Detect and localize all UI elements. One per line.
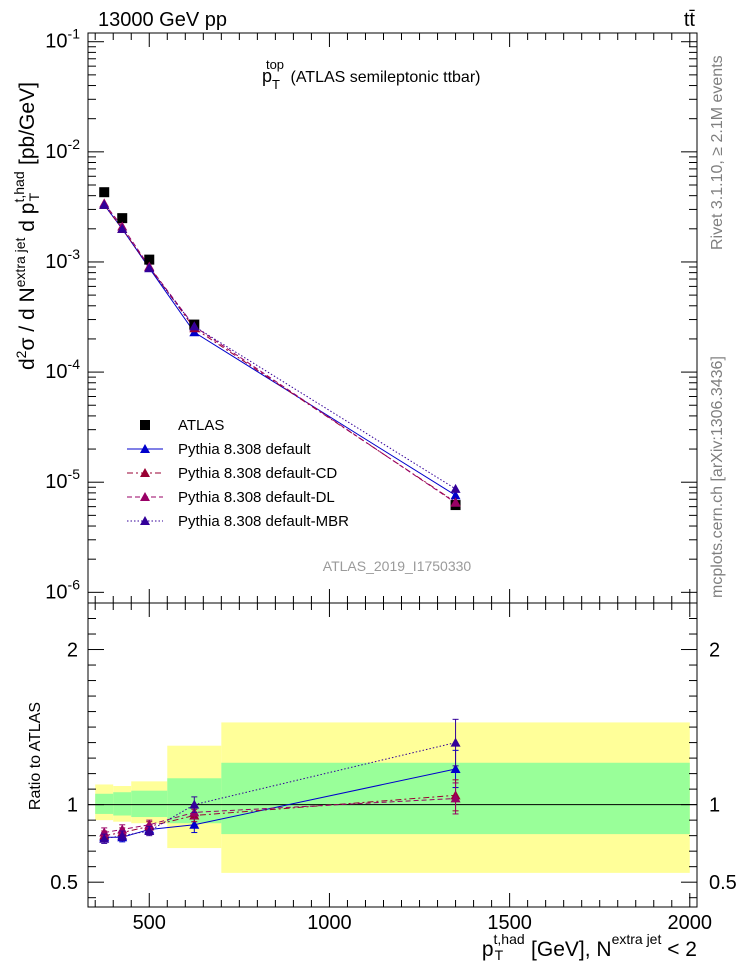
ratio-y-tick-label: 2 <box>67 640 78 662</box>
legend-marker <box>140 420 150 430</box>
data-point-atlas <box>144 254 155 265</box>
data-point-4 <box>99 199 110 209</box>
x-tick-label: 1500 <box>487 912 532 934</box>
data-point-1 <box>450 490 461 500</box>
data-point-atlas <box>117 213 128 224</box>
legend-marker <box>140 468 150 477</box>
ratio-point-3 <box>117 830 128 840</box>
legend-entry-4: Pythia 8.308 default-MBR <box>127 513 349 530</box>
inner-band-0 <box>95 793 114 814</box>
main-panel: pTtop (ATLAS semileptonic ttbar) d2σ / d… <box>11 26 697 603</box>
legend-label: ATLAS <box>178 417 224 434</box>
ratio-y-axis-title: Ratio to ATLAS <box>27 702 44 810</box>
y-tick-label: 10-4 <box>45 356 80 383</box>
ratio-point-3 <box>144 826 155 835</box>
energy-label: 13000 GeV pp <box>98 9 227 31</box>
ratio-point-2 <box>450 793 461 803</box>
legend-marker <box>140 516 150 525</box>
y-axis-title: d2σ / d Nextra jet d pt,hadT [pb/GeV] <box>11 82 42 370</box>
legend-marker <box>140 492 150 501</box>
inner-band-1 <box>113 792 132 816</box>
legend-entry-0: ATLAS <box>140 417 224 434</box>
x-axis-title: pt,had T [GeV], Nextra jet < 2 <box>482 931 697 963</box>
data-point-atlas <box>99 187 110 198</box>
y-tick-label: 10-5 <box>45 466 80 493</box>
main-title: pTtop (ATLAS semileptonic ttbar) <box>262 57 480 92</box>
data-point-4 <box>189 321 200 331</box>
legend-entry-3: Pythia 8.308 default-DL <box>127 489 335 506</box>
svg-text:d2σ / d Nextra jet d pt,hadT [: d2σ / d Nextra jet d pt,hadT [pb/GeV] <box>11 82 42 370</box>
y-tick-label: 10-2 <box>45 136 80 163</box>
ratio-line-2 <box>104 797 456 834</box>
legend-entry-1: Pythia 8.308 default <box>127 441 311 458</box>
series-line-3 <box>103 203 456 504</box>
ratio-panel: Ratio to ATLAS pt,had T [GeV], Nextra jet… <box>27 618 737 963</box>
series-line-2 <box>103 204 456 503</box>
data-point-4 <box>144 263 155 273</box>
data-point-4 <box>117 223 128 233</box>
ratio-point-0 <box>450 763 461 773</box>
legend-label: Pythia 8.308 default-MBR <box>178 513 349 530</box>
y-tick-label: 10-1 <box>45 26 80 53</box>
series-3 <box>103 203 456 504</box>
analysis-label: ATLAS_2019_I1750330 <box>323 558 472 574</box>
process-label: tt̄ <box>684 9 696 31</box>
ratio-point-3 <box>99 833 110 843</box>
ratio-series-3 <box>99 718 461 844</box>
ratio-point-0 <box>189 819 200 829</box>
ratio-y-tick-label: 0.5 <box>50 872 78 894</box>
ratio-point-3 <box>189 799 200 809</box>
ratio-y-tick-label-right: 1 <box>709 795 720 817</box>
series-2 <box>103 204 456 503</box>
x-tick-label: 500 <box>133 912 166 934</box>
data-point-4 <box>450 483 461 493</box>
mcplots-label: mcplots.cern.ch [arXiv:1306.3436] <box>709 356 726 598</box>
y-tick-label: 10-3 <box>45 246 80 273</box>
legend-label: Pythia 8.308 default-DL <box>178 489 335 506</box>
ratio-point-3 <box>450 737 461 747</box>
y-tick-label: 10-6 <box>45 576 80 603</box>
ratio-y-tick-label-right: 0.5 <box>709 872 737 894</box>
rivet-label: Rivet 3.1.10, ≥ 2.1M events <box>709 55 726 250</box>
ratio-frame <box>87 602 698 908</box>
legend-label: Pythia 8.308 default-CD <box>178 465 337 482</box>
inner-band-2 <box>131 790 168 818</box>
data-point-3 <box>450 497 461 507</box>
ratio-y-tick-label-right: 2 <box>709 640 720 662</box>
legend-marker <box>140 444 150 453</box>
legend-entry-2: Pythia 8.308 default-CD <box>127 465 337 482</box>
ratio-y-tick-label: 1 <box>67 795 78 817</box>
x-tick-label: 1000 <box>307 912 352 934</box>
legend-label: Pythia 8.308 default <box>178 441 311 458</box>
x-tick-label: 2000 <box>668 912 713 934</box>
